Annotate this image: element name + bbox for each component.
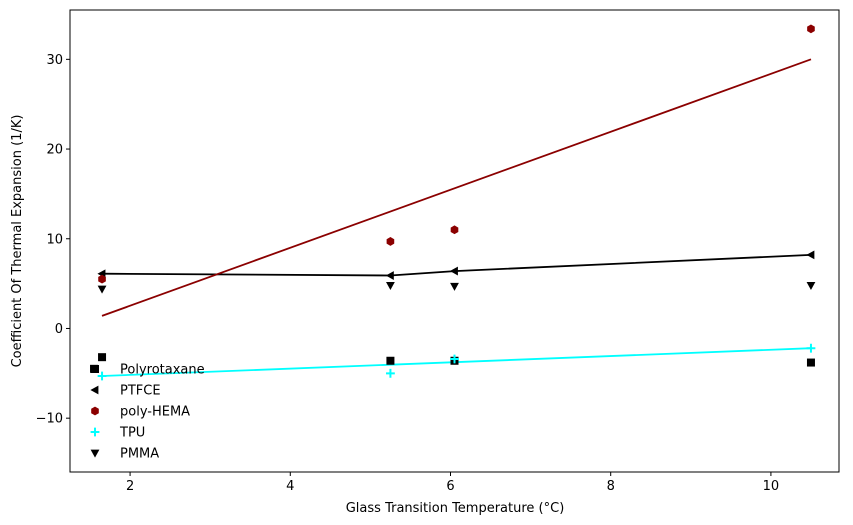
data-point-4-0 <box>97 285 107 294</box>
data-point-1-3 <box>806 250 815 260</box>
data-point-0-2 <box>386 356 395 365</box>
legend-label-2: poly-HEMA <box>120 405 190 420</box>
x-tick-label-4: 10 <box>763 479 780 494</box>
data-point-3-3 <box>806 343 816 353</box>
x-tick-label-2: 6 <box>446 479 454 494</box>
plot-frame <box>69 9 840 473</box>
data-point-4-2 <box>450 282 459 291</box>
data-point-0-1 <box>98 353 107 362</box>
y-tick-label-2: 10 <box>46 232 63 247</box>
data-point-1-2 <box>449 266 458 276</box>
x-tick-label-3: 8 <box>607 479 615 494</box>
x-tick-label-1: 4 <box>286 479 294 494</box>
x-axis-label: Glass Transition Temperature (°C) <box>346 501 565 516</box>
data-point-2-2 <box>450 225 459 235</box>
data-point-4-1 <box>386 282 395 291</box>
y-tick-label-4: 30 <box>46 53 63 68</box>
y-tick-label-3: 20 <box>46 143 63 158</box>
legend-marker-2 <box>91 406 99 416</box>
y-tick-label-1: 0 <box>55 322 63 337</box>
legend-marker-3 <box>90 427 100 437</box>
x-tick-label-0: 2 <box>126 479 134 494</box>
data-point-0-4 <box>806 358 815 367</box>
legend-label-1: PTFCE <box>120 384 161 399</box>
data-point-4-3 <box>806 282 816 291</box>
data-point-3-0 <box>97 371 107 381</box>
series-line-1 <box>101 254 812 277</box>
axes: 2 4 6 8 10 −10 0 10 20 30 <box>36 9 840 494</box>
data-point-2-1 <box>386 237 395 246</box>
data-point-2-3 <box>807 24 815 34</box>
data-point-3-1 <box>386 368 395 378</box>
legend-label-4: PMMA <box>120 447 159 462</box>
series-line-2 <box>101 58 812 317</box>
legend-label-3: TPU <box>119 426 145 441</box>
legend-label-0: Polyrotaxane <box>120 363 205 378</box>
legend-marker-0 <box>91 365 99 373</box>
data-point-1-1 <box>385 271 394 280</box>
y-axis-label: Coefficient Of Thermal Expansion (1/K) <box>10 115 25 368</box>
y-tick-label-0: −10 <box>36 412 63 427</box>
plot-area <box>90 24 816 381</box>
legend-marker-4 <box>90 449 100 458</box>
data-point-2-0 <box>98 274 106 284</box>
legend-marker-1 <box>90 385 99 395</box>
data-point-3-2 <box>450 354 459 364</box>
legend: Polyrotaxane PTFCE poly-HEMA TPU PMMA <box>90 363 205 462</box>
